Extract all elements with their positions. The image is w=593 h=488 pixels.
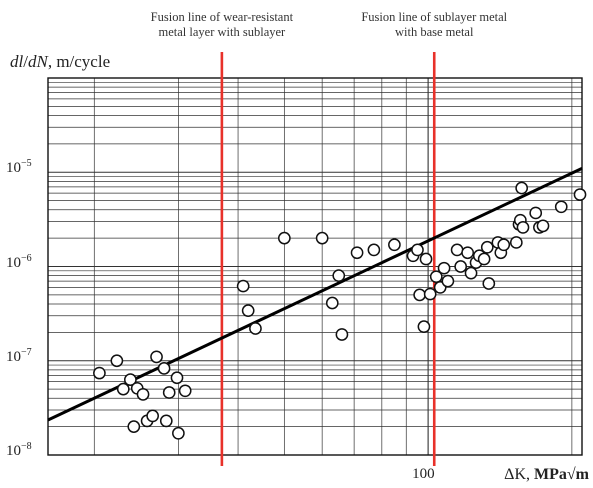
data-point (162, 386, 176, 399)
data-point (157, 362, 171, 375)
y-tick-label: 10−7 (6, 346, 32, 365)
data-point (178, 384, 192, 398)
data-point (411, 243, 424, 257)
fusion-lines (220, 52, 436, 466)
data-point (497, 238, 511, 252)
data-point (554, 200, 568, 214)
data-point (335, 328, 349, 341)
data-point (249, 322, 262, 335)
data-point (529, 206, 543, 220)
data-points (93, 181, 587, 440)
data-point (477, 252, 491, 266)
data-point (277, 231, 291, 245)
data-point (146, 409, 160, 423)
data-point (429, 270, 443, 284)
data-point (315, 231, 329, 245)
data-point (116, 382, 130, 396)
data-point (419, 252, 433, 266)
data-point (367, 243, 381, 257)
fusion-line-label-1: Fusion line of wear-resistant metal laye… (150, 10, 294, 39)
data-point (170, 371, 184, 385)
plot-frame (47, 77, 583, 456)
data-point (332, 269, 346, 282)
data-point (124, 373, 137, 387)
y-tick-label: 10−6 (6, 252, 32, 271)
data-point (515, 181, 529, 195)
trend-line (47, 166, 583, 422)
data-point (127, 420, 141, 433)
x-tick-label: 100 (412, 466, 435, 482)
data-point (150, 350, 163, 364)
data-point (454, 260, 468, 273)
data-point (413, 288, 426, 302)
data-point (236, 279, 250, 293)
fusion-line-label-2: Fusion line of sublayer metal with base … (361, 10, 508, 39)
data-point (450, 243, 464, 257)
data-point (509, 236, 523, 249)
y-axis-label: dl/dN, m/cycle (10, 52, 111, 71)
data-point (480, 240, 494, 254)
data-point (441, 274, 455, 288)
data-point (461, 246, 474, 260)
data-point (159, 414, 173, 428)
data-point (573, 188, 587, 201)
data-point (437, 261, 451, 275)
data-point (536, 219, 550, 233)
data-point (172, 426, 185, 440)
data-point (136, 388, 150, 401)
data-point (417, 320, 431, 334)
data-point (241, 304, 255, 318)
data-point (93, 366, 106, 380)
data-point (350, 246, 364, 260)
data-point (516, 221, 530, 234)
data-point (423, 287, 437, 301)
data-point (388, 238, 401, 252)
data-point (325, 296, 339, 310)
y-tick-label: 10−8 (6, 441, 32, 459)
y-tick-label: 10−5 (6, 158, 32, 177)
data-point (482, 277, 496, 290)
data-point (464, 266, 478, 280)
x-axis-label: ΔK, MPa√m (504, 466, 589, 483)
data-point (110, 354, 124, 368)
grid-lines (48, 78, 582, 455)
